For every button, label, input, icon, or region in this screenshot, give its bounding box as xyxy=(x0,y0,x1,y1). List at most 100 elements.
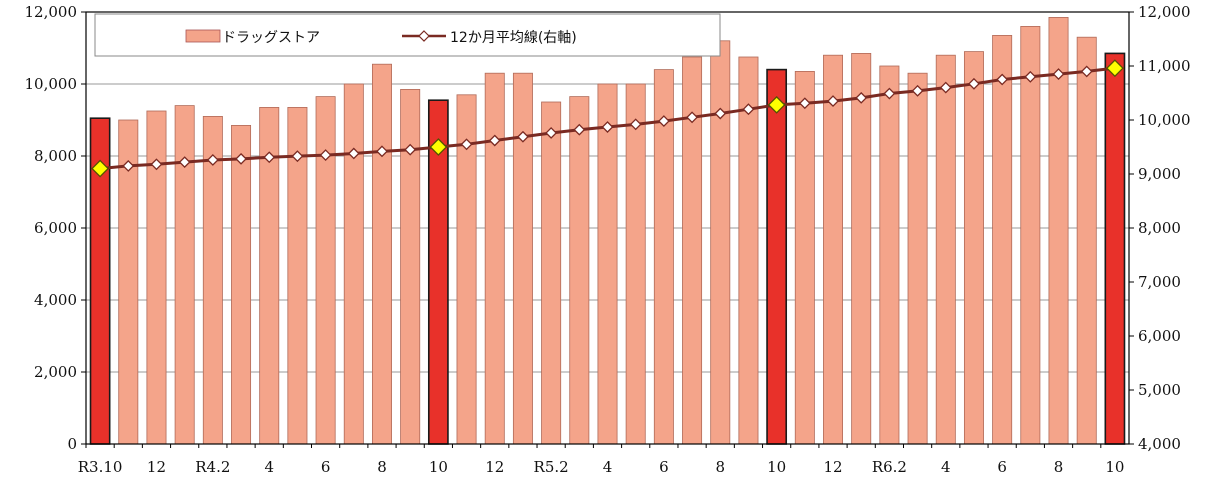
average-point-R5.4 xyxy=(601,121,614,133)
bar-R5.3 xyxy=(569,96,590,445)
x-tick-label-8: R5.2 xyxy=(534,458,569,476)
average-point-R4.3 xyxy=(235,152,247,165)
average-point-R6.7 xyxy=(1024,70,1037,83)
average-point-R4.10 xyxy=(429,138,448,156)
right-tick-label-1: 5,000 xyxy=(1138,381,1181,399)
average-point-R4.12 xyxy=(488,134,501,147)
average-point-R4.9 xyxy=(404,143,417,156)
bar-R6.3 xyxy=(907,72,928,445)
x-tick-label-16: 6 xyxy=(997,458,1007,476)
left-tick-label-1: 2,000 xyxy=(34,363,77,381)
bar-R6.1 xyxy=(851,53,872,445)
bar-R4.7 xyxy=(343,83,364,445)
x-tick-label-18: 10 xyxy=(1105,458,1124,476)
average-point-R5.11 xyxy=(798,97,811,110)
right-tick-label-4: 8,000 xyxy=(1138,219,1181,237)
x-tick-label-13: 12 xyxy=(823,458,842,476)
legend-label-bars: ドラッグストア xyxy=(222,30,320,46)
left-tick-label-2: 4,000 xyxy=(34,291,77,309)
average-point-R4.1 xyxy=(178,156,191,169)
average-point-R5.5 xyxy=(629,118,642,131)
bar-R6.7 xyxy=(1020,25,1041,445)
x-tick-label-14: R6.2 xyxy=(872,458,907,476)
legend-line-marker xyxy=(418,30,430,42)
right-tick-label-3: 7,000 xyxy=(1138,273,1181,291)
bar-R6.10 xyxy=(1104,52,1126,445)
right-tick-label-5: 9,000 xyxy=(1138,165,1181,183)
average-point-R3.12 xyxy=(150,158,163,171)
average-point-R5.1 xyxy=(517,130,529,143)
x-tick-label-3: 4 xyxy=(264,458,274,476)
left-tick-label-3: 6,000 xyxy=(34,219,77,237)
bar-R5.4 xyxy=(597,83,618,445)
x-tick-label-6: 10 xyxy=(429,458,448,476)
average-point-R6.4 xyxy=(939,81,952,94)
average-point-R5.3 xyxy=(573,123,586,136)
average-point-R6.5 xyxy=(968,77,980,90)
average-point-R3.11 xyxy=(122,159,135,172)
x-tick-label-17: 8 xyxy=(1054,458,1064,476)
left-tick-label-6: 12,000 xyxy=(25,3,78,21)
bar-R5.12 xyxy=(823,54,843,445)
x-tick-label-15: 4 xyxy=(941,458,951,476)
bar-R6.5 xyxy=(963,51,984,445)
x-tick-label-1: 12 xyxy=(147,458,166,476)
average-point-R6.6 xyxy=(996,73,1009,86)
right-tick-label-7: 11,000 xyxy=(1138,57,1191,75)
bar-R6.6 xyxy=(992,35,1013,445)
right-tick-label-6: 10,000 xyxy=(1138,111,1191,129)
average-point-R6.8 xyxy=(1052,68,1065,81)
right-tick-label-2: 6,000 xyxy=(1138,327,1181,345)
average-point-R6.1 xyxy=(855,91,868,104)
bar-series-drugstore xyxy=(89,16,1126,445)
right-tick-label-8: 12,000 xyxy=(1138,3,1191,21)
average-point-R6.10 xyxy=(1105,59,1124,78)
x-axis-ticks: R3.10 12 R4.2 4 6 8 10 12 R5.2 4 6 8 10 12 R6.2 4 6 8 10 xyxy=(78,444,1124,476)
x-tick-label-5: 8 xyxy=(377,458,387,476)
bar-R5.8 xyxy=(710,40,731,445)
x-tick-label-9: 4 xyxy=(603,458,613,476)
average-point-R6.9 xyxy=(1080,65,1093,78)
line-series-12-month-average xyxy=(91,59,1124,178)
bar-R5.11 xyxy=(794,71,815,445)
left-tick-label-0: 0 xyxy=(67,435,77,453)
average-point-R4.4 xyxy=(263,151,276,164)
bar-R6.9 xyxy=(1076,36,1097,445)
average-point-R5.6 xyxy=(657,115,670,127)
bar-R5.2 xyxy=(541,101,562,445)
average-point-R3.10 xyxy=(91,159,110,178)
average-point-R4.2 xyxy=(206,154,219,166)
right-tick-label-0: 4,000 xyxy=(1138,435,1181,453)
x-tick-label-12: 10 xyxy=(767,458,786,476)
legend-bar-swatch xyxy=(185,29,221,43)
bar-R4.8 xyxy=(371,63,392,445)
bar-R5.5 xyxy=(625,83,646,445)
average-point-R4.11 xyxy=(460,138,473,151)
average-point-R5.9 xyxy=(742,103,755,116)
bar-R5.10 xyxy=(766,68,788,445)
average-point-R6.3 xyxy=(911,84,924,97)
legend-label-line: 12か月平均線(右軸) xyxy=(450,30,577,46)
average-point-R4.5 xyxy=(291,150,304,163)
bar-R4.3 xyxy=(231,125,252,445)
average-point-R6.2 xyxy=(883,87,896,100)
bar-R4.12 xyxy=(484,72,505,445)
right-axis-ticks: 4,000 5,000 6,000 7,000 8,000 9,000 10,000 11,0… xyxy=(1129,3,1191,453)
average-point-R4.8 xyxy=(376,145,388,158)
bar-R5.1 xyxy=(512,72,533,445)
left-axis-ticks: 0 2,000 4,000 6,000 8,000 10,000 12,000 xyxy=(25,3,86,453)
bar-R6.8 xyxy=(1048,16,1069,445)
left-tick-label-5: 10,000 xyxy=(25,75,78,93)
average-point-R5.12 xyxy=(827,95,839,108)
x-tick-label-10: 6 xyxy=(659,458,669,476)
legend: ドラッグストア 12か月平均線(右軸) xyxy=(94,13,721,57)
bar-R4.6 xyxy=(315,96,336,445)
bar-R6.4 xyxy=(935,54,956,445)
average-point-R4.6 xyxy=(319,149,332,162)
average-point-R5.10 xyxy=(767,95,786,114)
average-point-R4.7 xyxy=(347,147,360,160)
average-point-R5.8 xyxy=(714,107,727,120)
x-tick-label-7: 12 xyxy=(485,458,504,476)
average-point-R5.2 xyxy=(545,127,558,139)
